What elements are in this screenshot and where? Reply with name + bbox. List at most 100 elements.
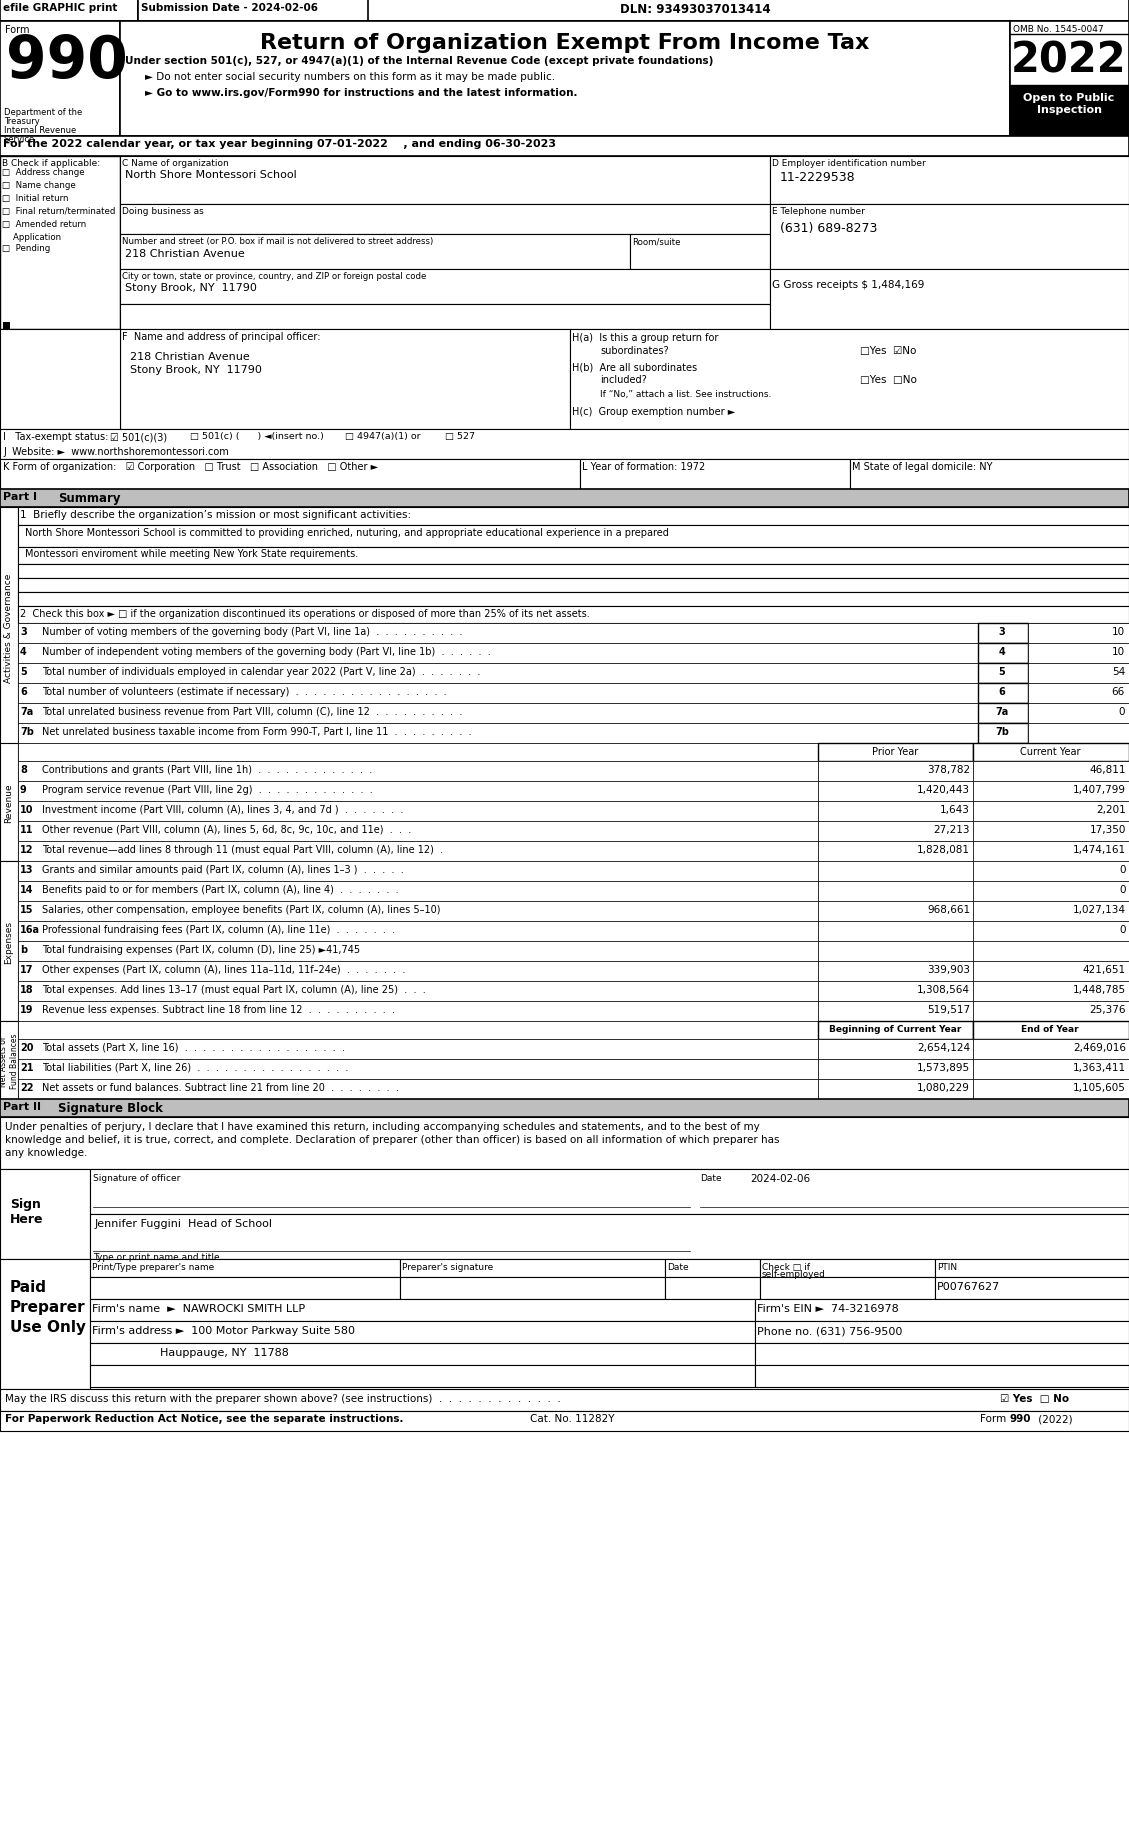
Text: □  Initial return: □ Initial return [2,194,69,203]
Text: Firm's address ►  100 Motor Parkway Suite 580: Firm's address ► 100 Motor Parkway Suite… [91,1325,355,1336]
Bar [0,1021,18,1100]
Text: 14: 14 [20,884,34,895]
Bar [18,608,1129,624]
Text: 990: 990 [1010,1413,1032,1424]
Text: Signature of officer: Signature of officer [93,1173,181,1182]
Bar [18,578,1129,593]
Bar [755,1365,1129,1387]
Bar [0,157,120,329]
Bar [1029,644,1129,664]
Bar [755,1343,1129,1365]
Text: □ 4947(a)(1) or: □ 4947(a)(1) or [345,432,421,441]
Bar [1010,22,1129,137]
Bar [819,981,973,1001]
Bar [973,1060,1129,1080]
Bar [978,684,1029,703]
Text: 46,811: 46,811 [1089,765,1126,774]
Bar [819,822,973,842]
Text: Treasury: Treasury [5,117,40,126]
Text: Summary: Summary [58,492,121,505]
Text: 0: 0 [1120,864,1126,875]
Text: 2022: 2022 [1012,38,1127,81]
Text: Date: Date [667,1263,689,1272]
Bar [973,1039,1129,1060]
Bar [973,1080,1129,1100]
Text: K Form of organization:   ☑ Corporation   □ Trust   □ Association   □ Other ►: K Form of organization: ☑ Corporation □ … [3,461,378,472]
Text: Revenue: Revenue [5,783,14,822]
Text: 20: 20 [20,1043,34,1052]
Text: Check □ if: Check □ if [762,1263,809,1272]
Text: 17,350: 17,350 [1089,825,1126,834]
Text: For Paperwork Reduction Act Notice, see the separate instructions.: For Paperwork Reduction Act Notice, see … [5,1413,403,1424]
Text: Other expenses (Part IX, column (A), lines 11a–11d, 11f–24e)  .  .  .  .  .  .  : Other expenses (Part IX, column (A), lin… [42,964,405,974]
Bar [978,703,1029,723]
Bar [0,329,120,430]
Bar [18,547,1129,565]
Bar [978,644,1029,664]
Bar [973,1001,1129,1021]
Text: 66: 66 [1112,686,1124,697]
Text: North Shore Montessori School is committed to providing enriched, nuturing, and : North Shore Montessori School is committ… [25,527,668,538]
Bar [819,761,973,781]
Bar [1029,684,1129,703]
Text: 1,420,443: 1,420,443 [917,785,970,794]
Bar [755,1299,1129,1321]
Text: 10: 10 [20,805,34,814]
Text: (631) 689-8273: (631) 689-8273 [780,221,877,234]
Bar [819,781,973,802]
Bar [18,703,978,723]
Text: 1,080,229: 1,080,229 [917,1082,970,1093]
Text: 4: 4 [999,646,1006,657]
Text: Activities & Governance: Activities & Governance [5,573,14,683]
Text: □ 501(c) (      ) ◄(insert no.): □ 501(c) ( ) ◄(insert no.) [190,432,324,441]
Text: End of Year: End of Year [1022,1025,1079,1034]
Text: ☑ 501(c)(3): ☑ 501(c)(3) [110,432,167,441]
Text: Total liabilities (Part X, line 26)  .  .  .  .  .  .  .  .  .  .  .  .  .  .  .: Total liabilities (Part X, line 26) . . … [42,1063,349,1072]
Text: 6: 6 [999,686,1006,697]
Text: 10: 10 [1112,646,1124,657]
Bar [978,664,1029,684]
Text: 1,363,411: 1,363,411 [1073,1063,1126,1072]
Bar [819,1021,973,1039]
Bar [90,1321,755,1343]
Text: ► Go to www.irs.gov/Form990 for instructions and the latest information.: ► Go to www.irs.gov/Form990 for instruct… [145,88,578,99]
Bar [18,644,978,664]
Bar [18,684,978,703]
Text: 19: 19 [20,1005,34,1014]
Text: City or town, state or province, country, and ZIP or foreign postal code: City or town, state or province, country… [122,273,427,280]
Text: □  Name change: □ Name change [2,181,76,190]
Bar [935,1277,1129,1299]
Text: Under section 501(c), 527, or 4947(a)(1) of the Internal Revenue Code (except pr: Under section 501(c), 527, or 4947(a)(1)… [125,57,714,66]
Bar [819,1060,973,1080]
Bar [819,802,973,822]
Bar [18,842,819,862]
Text: Type or print name and title: Type or print name and title [93,1252,220,1261]
Bar [630,234,770,269]
Text: ► Do not enter social security numbers on this form as it may be made public.: ► Do not enter social security numbers o… [145,71,555,82]
Text: F  Name and address of principal officer:: F Name and address of principal officer: [122,331,321,342]
Bar [120,205,770,234]
Text: 339,903: 339,903 [927,964,970,974]
Text: (2022): (2022) [1035,1413,1073,1424]
Text: Professional fundraising fees (Part IX, column (A), line 11e)  .  .  .  .  .  . : Professional fundraising fees (Part IX, … [42,924,395,935]
Text: M State of legal domicile: NY: M State of legal domicile: NY [852,461,992,472]
Text: 2,469,016: 2,469,016 [1073,1043,1126,1052]
Text: Return of Organization Exempt From Income Tax: Return of Organization Exempt From Incom… [261,33,869,53]
Text: Net unrelated business taxable income from Form 990-T, Part I, line 11  .  .  . : Net unrelated business taxable income fr… [42,727,472,737]
Text: I   Tax-exempt status:: I Tax-exempt status: [3,432,108,441]
Text: Number and street (or P.O. box if mail is not delivered to street address): Number and street (or P.O. box if mail i… [122,236,434,245]
Text: 1  Briefly describe the organization’s mission or most significant activities:: 1 Briefly describe the organization’s mi… [20,511,411,520]
Text: Total assets (Part X, line 16)  .  .  .  .  .  .  .  .  .  .  .  .  .  .  .  .  : Total assets (Part X, line 16) . . . . .… [42,1043,345,1052]
Text: 2,654,124: 2,654,124 [917,1043,970,1052]
Text: OMB No. 1545-0047: OMB No. 1545-0047 [1013,26,1104,35]
Text: Doing business as: Doing business as [122,207,203,216]
Bar [120,234,630,269]
Text: Stony Brook, NY  11790: Stony Brook, NY 11790 [125,284,257,293]
Bar [400,1277,665,1299]
Text: Use Only: Use Only [10,1319,86,1334]
Bar [120,329,570,430]
Text: □  Final return/terminated: □ Final return/terminated [2,207,115,216]
Bar [0,22,120,137]
Bar [18,1060,819,1080]
Text: Preparer's signature: Preparer's signature [402,1263,493,1272]
